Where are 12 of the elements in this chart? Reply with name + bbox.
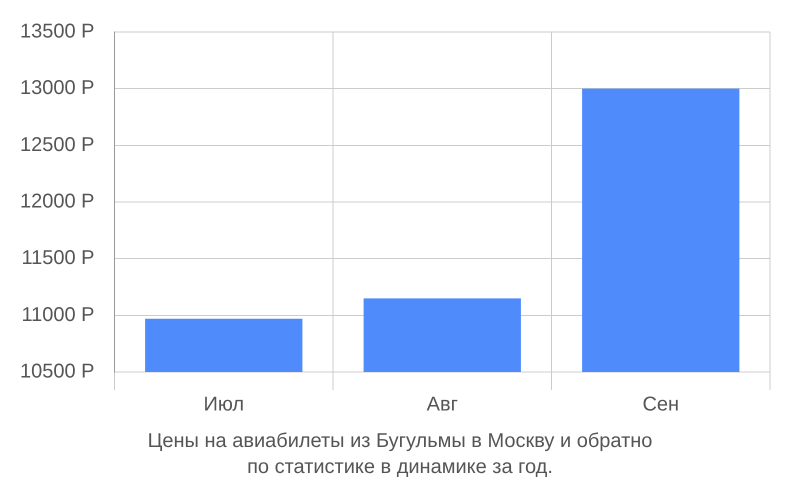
- x-tick-label: Сен: [642, 394, 680, 416]
- text: Цены на авиабилеты из Бугульмы в Москву и обратно: [146, 429, 654, 454]
- y-tick-label: 13000 Р: [20, 77, 95, 100]
- text: по статистике в динамике за год.: [246, 455, 554, 480]
- y-tick-label: 11000 Р: [21, 304, 95, 326]
- y-tick-label: 12500 Р: [20, 134, 95, 156]
- y-tick-label: 13500 Р: [20, 20, 95, 43]
- x-tick-label: Авг: [426, 394, 458, 416]
- y-tick-label: 11500 Р: [21, 247, 95, 270]
- y-tick-label: 12000 Р: [20, 190, 95, 213]
- y-tick-label: 10500 Р: [20, 360, 95, 383]
- x-tick-label: Июл: [203, 394, 244, 416]
